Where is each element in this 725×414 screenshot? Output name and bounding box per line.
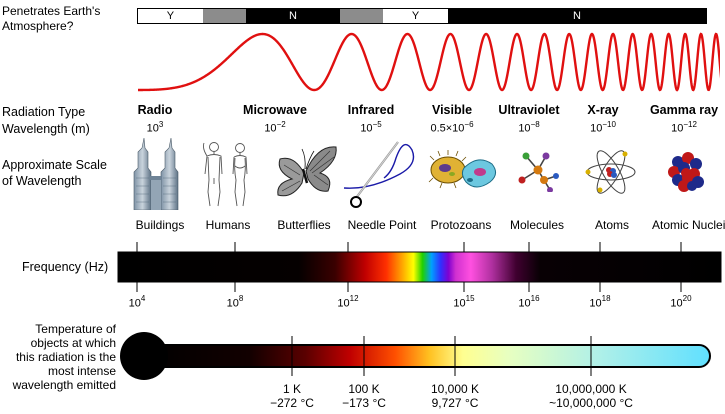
atmosphere-segment: N xyxy=(245,9,341,23)
scale-object-label: Buildings xyxy=(135,218,185,232)
radiation-name: Microwave xyxy=(243,103,307,117)
wavelength-exponent: −6 xyxy=(464,120,474,129)
wavelength-base: 10 xyxy=(671,122,684,135)
scale-object-label: Protozoans xyxy=(430,218,492,232)
frequency-tick-label: 1012 xyxy=(318,294,378,310)
wavelength-exponent: 3 xyxy=(158,120,164,129)
radiation-wavelength: 10−2 xyxy=(230,120,320,135)
temperature-celsius: ~10,000,000 °C xyxy=(549,396,633,410)
butterfly-icon xyxy=(277,146,337,197)
radiation-wavelength: 10−10 xyxy=(558,120,648,135)
thermometer-tube xyxy=(147,344,711,368)
molecule-icon xyxy=(518,152,559,192)
radiation-name: Infrared xyxy=(347,103,395,117)
wavelength-base: 10 xyxy=(360,122,373,135)
atmosphere-label: Penetrates Earth's Atmosphere? xyxy=(2,4,101,33)
temperature-celsius: 9,727 °C xyxy=(431,396,479,410)
frequency-exponent: 18 xyxy=(601,294,611,303)
needle-icon xyxy=(343,141,415,208)
temperature-kelvin: 100 K xyxy=(348,382,380,396)
thermometer xyxy=(120,332,711,380)
thermometer-bulb xyxy=(120,332,168,380)
frequency-tick-label: 1016 xyxy=(499,294,559,310)
wavelength-base: 10 xyxy=(518,122,531,135)
temperature-tick-label: 10,000,000 K ~10,000,000 °C xyxy=(536,382,646,410)
radiation-name: Visible xyxy=(431,103,473,117)
buildings-icon xyxy=(133,138,179,210)
frequency-exponent: 15 xyxy=(465,294,475,303)
radiation-wavelength: 10−5 xyxy=(326,120,416,135)
radiation-type-label: Radiation Type xyxy=(2,105,86,119)
temperature-celsius: −272 °C xyxy=(270,396,314,410)
scale-object-label: Molecules xyxy=(509,218,565,232)
atmosphere-segment: Y xyxy=(383,9,448,23)
frequency-exponent: 4 xyxy=(140,294,146,303)
wavelength-exponent: −2 xyxy=(276,120,286,129)
wavelength-base: 0.5×10 xyxy=(430,122,465,135)
frequency-base: 10 xyxy=(453,297,466,310)
temperature-tick-label: 100 K −173 °C xyxy=(309,382,419,410)
temperature-tick-label: 1 K −272 °C xyxy=(237,382,347,410)
scale-object-label: Butterflies xyxy=(277,218,331,232)
frequency-base: 10 xyxy=(337,297,350,310)
frequency-exponent: 12 xyxy=(349,294,359,303)
protozoan-icon xyxy=(428,150,496,189)
frequency-tick-label: 1015 xyxy=(434,294,494,310)
scale-object-label: Atoms xyxy=(594,218,629,232)
frequency-tick-label: 104 xyxy=(107,294,167,310)
frequency-base: 10 xyxy=(589,297,602,310)
frequency-base: 10 xyxy=(518,297,531,310)
temperature-kelvin: 10,000 K xyxy=(430,382,480,396)
frequency-tick-label: 1020 xyxy=(651,294,711,310)
frequency-tick-label: 1018 xyxy=(570,294,630,310)
frequency-base: 10 xyxy=(670,297,683,310)
frequency-base: 10 xyxy=(128,297,141,310)
radiation-name: X-ray xyxy=(587,103,619,117)
radiation-wavelength: 10−12 xyxy=(639,120,725,135)
wavelength-exponent: −8 xyxy=(530,120,540,129)
frequency-label: Frequency (Hz) xyxy=(22,260,109,274)
temperature-celsius: −173 °C xyxy=(342,396,386,410)
frequency-tick-label: 108 xyxy=(205,294,265,310)
spectrum-bar xyxy=(117,251,722,283)
atmosphere-segment: Y xyxy=(138,9,203,23)
wavelength-exponent: −5 xyxy=(372,120,382,129)
atmosphere-segment: N xyxy=(447,9,706,23)
temperature-kelvin: 1 K xyxy=(282,382,301,396)
wavelength-base: 10 xyxy=(264,122,277,135)
atmosphere-segment xyxy=(340,9,384,23)
scale-object-label: Atomic Nuclei xyxy=(652,218,725,232)
wavelength-exponent: −10 xyxy=(602,120,616,129)
frequency-spectrum xyxy=(117,242,722,292)
temperature-label: Temperature of objects at which this rad… xyxy=(12,322,116,392)
wavelength-base: 10 xyxy=(590,122,603,135)
frequency-base: 10 xyxy=(226,297,239,310)
radiation-wavelength: 0.5×10−6 xyxy=(407,120,497,135)
radiation-wavelength: 103 xyxy=(110,120,200,135)
frequency-exponent: 16 xyxy=(530,294,540,303)
radiation-name: Ultraviolet xyxy=(498,103,560,117)
radiation-wavelength: 10−8 xyxy=(484,120,574,135)
scale-object-label: Needle Point xyxy=(347,218,417,232)
wavelength-exponent: −12 xyxy=(683,120,697,129)
temperature-kelvin: 10,000,000 K xyxy=(555,382,627,396)
wave-line xyxy=(138,32,720,92)
atom-icon xyxy=(585,150,636,194)
scale-object-label: Humans xyxy=(205,218,251,232)
scale-label: Approximate Scale of Wavelength xyxy=(2,158,107,188)
frequency-exponent: 8 xyxy=(238,294,244,303)
wave-graphic xyxy=(138,32,720,92)
wavelength-base: 10 xyxy=(146,122,159,135)
frequency-exponent: 20 xyxy=(682,294,692,303)
radiation-name: Gamma ray xyxy=(649,103,719,117)
wavelength-label: Wavelength (m) xyxy=(2,122,90,136)
temperature-tick-label: 10,000 K 9,727 °C xyxy=(400,382,510,410)
atmosphere-segment xyxy=(202,9,246,23)
nucleus-icon xyxy=(668,152,704,192)
radiation-name: Radio xyxy=(137,103,173,117)
humans-icon xyxy=(202,142,248,207)
